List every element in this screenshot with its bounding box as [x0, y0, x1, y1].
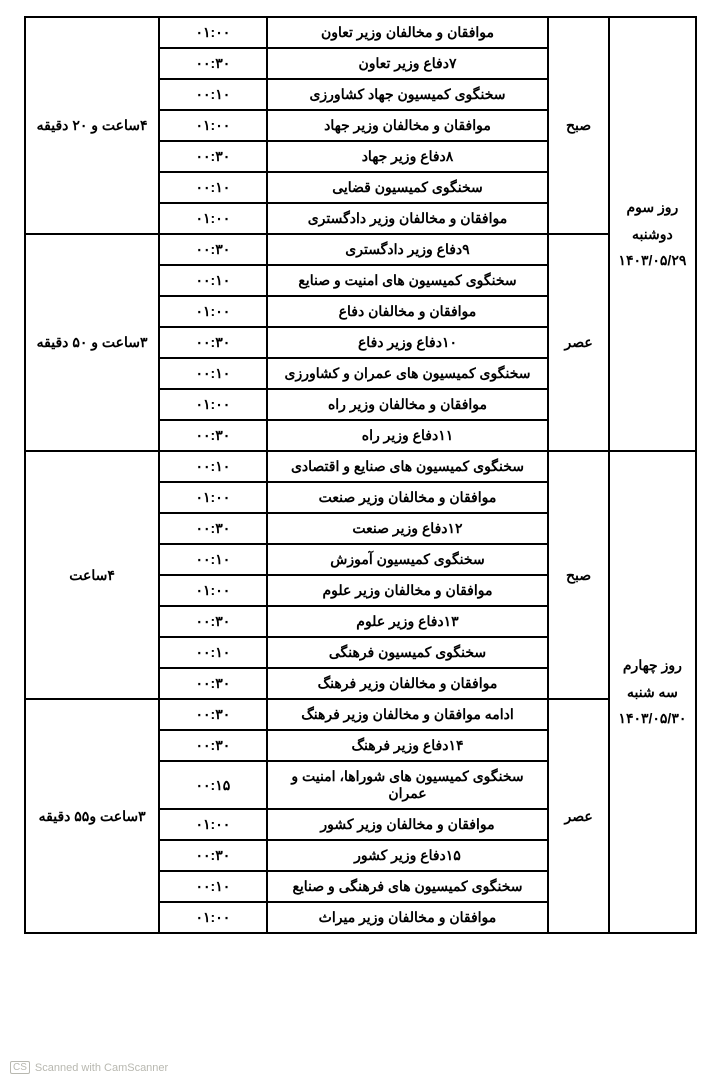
day-weekday: سه شنبه	[614, 679, 691, 706]
item-description: سخنگوی کمیسیون های امنیت و صنایع	[267, 265, 549, 296]
day-cell: روز سومدوشنبه۱۴۰۳/۰۵/۲۹	[609, 17, 696, 451]
item-duration: ۰۱:۰۰	[159, 482, 266, 513]
item-description: سخنگوی کمیسیون های شوراها، امنیت و عمران	[267, 761, 549, 809]
day-weekday: دوشنبه	[614, 221, 691, 248]
item-description: سخنگوی کمیسیون جهاد کشاورزی	[267, 79, 549, 110]
item-duration: ۰۰:۳۰	[159, 730, 266, 761]
item-duration: ۰۰:۳۰	[159, 420, 266, 451]
day-title: روز سوم	[614, 194, 691, 221]
item-duration: ۰۰:۱۰	[159, 79, 266, 110]
item-duration: ۰۱:۰۰	[159, 809, 266, 840]
session-cell: صبح	[548, 17, 608, 234]
item-description: موافقان و مخالفان دفاع	[267, 296, 549, 327]
item-description: موافقان و مخالفان وزیر صنعت	[267, 482, 549, 513]
item-description: سخنگوی کمیسیون های عمران و کشاورزی	[267, 358, 549, 389]
item-duration: ۰۰:۳۰	[159, 48, 266, 79]
day-title: روز چهارم	[614, 652, 691, 679]
item-description: ۹دفاع وزیر دادگستری	[267, 234, 549, 265]
session-total: ۳ساعت و۵۵ دقیقه	[25, 699, 159, 933]
session-total: ۴ساعت و ۲۰ دقیقه	[25, 17, 159, 234]
item-duration: ۰۰:۳۰	[159, 327, 266, 358]
item-duration: ۰۰:۱۰	[159, 544, 266, 575]
item-duration: ۰۱:۰۰	[159, 203, 266, 234]
item-duration: ۰۰:۱۰	[159, 637, 266, 668]
item-duration: ۰۰:۳۰	[159, 840, 266, 871]
item-description: سخنگوی کمیسیون آموزش	[267, 544, 549, 575]
item-description: موافقان و مخالفان وزیر جهاد	[267, 110, 549, 141]
item-duration: ۰۰:۱۰	[159, 358, 266, 389]
item-description: ۱۴دفاع وزیر فرهنگ	[267, 730, 549, 761]
item-duration: ۰۰:۳۰	[159, 234, 266, 265]
item-description: موافقان و مخالفان وزیر راه	[267, 389, 549, 420]
item-description: ۱۳دفاع وزیر علوم	[267, 606, 549, 637]
session-cell: صبح	[548, 451, 608, 699]
day-date: ۱۴۰۳/۰۵/۲۹	[614, 247, 691, 274]
document-page: { "watermark": "Scanned with CamScanner"…	[0, 0, 721, 1080]
item-description: موافقان و مخالفان وزیر دادگستری	[267, 203, 549, 234]
item-description: ۷دفاع وزیر تعاون	[267, 48, 549, 79]
item-description: موافقان و مخالفان وزیر تعاون	[267, 17, 549, 48]
scanner-watermark: CS Scanned with CamScanner	[10, 1061, 168, 1074]
day-cell: روز چهارمسه شنبه۱۴۰۳/۰۵/۳۰	[609, 451, 696, 933]
item-duration: ۰۰:۳۰	[159, 668, 266, 699]
item-duration: ۰۰:۳۰	[159, 141, 266, 172]
item-duration: ۰۱:۰۰	[159, 17, 266, 48]
item-duration: ۰۰:۱۰	[159, 451, 266, 482]
item-duration: ۰۰:۱۰	[159, 265, 266, 296]
item-description: موافقان و مخالفان وزیر علوم	[267, 575, 549, 606]
item-duration: ۰۱:۰۰	[159, 902, 266, 933]
day-date: ۱۴۰۳/۰۵/۳۰	[614, 705, 691, 732]
item-duration: ۰۰:۱۵	[159, 761, 266, 809]
item-description: سخنگوی کمیسیون های فرهنگی و صنایع	[267, 871, 549, 902]
item-description: سخنگوی کمیسیون قضایی	[267, 172, 549, 203]
item-description: ادامه موافقان و مخالفان وزیر فرهنگ	[267, 699, 549, 730]
item-description: ۱۲دفاع وزیر صنعت	[267, 513, 549, 544]
item-description: موافقان و مخالفان وزیر کشور	[267, 809, 549, 840]
item-description: ۱۵دفاع وزیر کشور	[267, 840, 549, 871]
item-description: موافقان و مخالفان وزیر میراث	[267, 902, 549, 933]
item-duration: ۰۱:۰۰	[159, 110, 266, 141]
item-description: ۱۱دفاع وزیر راه	[267, 420, 549, 451]
item-duration: ۰۰:۳۰	[159, 606, 266, 637]
item-description: ۸دفاع وزیر جهاد	[267, 141, 549, 172]
session-cell: عصر	[548, 234, 608, 451]
item-duration: ۰۱:۰۰	[159, 389, 266, 420]
item-duration: ۰۱:۰۰	[159, 296, 266, 327]
item-duration: ۰۰:۳۰	[159, 699, 266, 730]
item-duration: ۰۰:۱۰	[159, 871, 266, 902]
session-total: ۴ساعت	[25, 451, 159, 699]
camscanner-text: Scanned with CamScanner	[35, 1062, 168, 1074]
session-cell: عصر	[548, 699, 608, 933]
item-description: ۱۰دفاع وزیر دفاع	[267, 327, 549, 358]
item-duration: ۰۰:۳۰	[159, 513, 266, 544]
item-duration: ۰۰:۱۰	[159, 172, 266, 203]
item-description: سخنگوی کمیسیون های صنایع و اقتصادی	[267, 451, 549, 482]
camscanner-badge: CS	[10, 1061, 30, 1074]
item-duration: ۰۱:۰۰	[159, 575, 266, 606]
session-total: ۳ساعت و ۵۰ دقیقه	[25, 234, 159, 451]
item-description: سخنگوی کمیسیون فرهنگی	[267, 637, 549, 668]
schedule-table: روز سومدوشنبه۱۴۰۳/۰۵/۲۹صبحموافقان و مخال…	[24, 16, 697, 934]
item-description: موافقان و مخالفان وزیر فرهنگ	[267, 668, 549, 699]
